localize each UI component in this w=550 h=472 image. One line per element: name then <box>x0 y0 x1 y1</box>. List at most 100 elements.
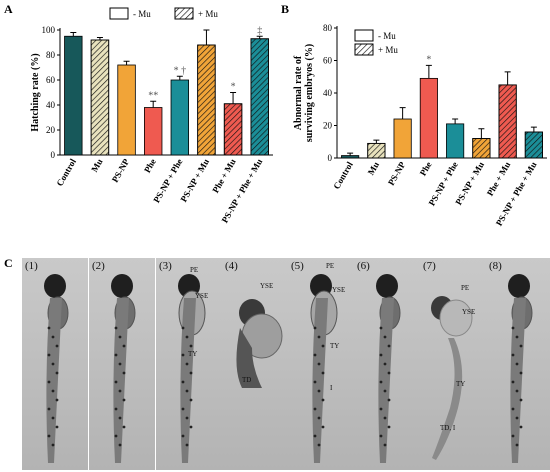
bar-hatch-8 <box>524 131 543 159</box>
melanophore <box>185 389 189 393</box>
melanophore <box>118 416 122 420</box>
y-tick-label: 40 <box>46 100 56 110</box>
larva-body <box>236 328 262 388</box>
y-tick-label: 60 <box>46 75 56 85</box>
larva-panel-8: (8) <box>486 258 550 470</box>
larva-illustration <box>376 274 401 463</box>
significance-mark: * <box>231 82 236 93</box>
panel-number-3: (3) <box>159 260 172 272</box>
melanophore <box>189 371 193 375</box>
melanophore <box>511 407 515 411</box>
melanophore <box>321 398 325 402</box>
melanophore <box>313 434 317 438</box>
y-tick-label: 40 <box>323 88 333 98</box>
annotation-ty: TY <box>330 342 340 350</box>
melanophore <box>189 398 193 402</box>
bar-4 <box>419 77 438 159</box>
bar-hatch-7 <box>498 84 517 159</box>
bar-hatch-7 <box>223 103 243 156</box>
melanophore <box>383 362 387 366</box>
melanophore <box>511 353 515 357</box>
y-tick-label: 100 <box>42 25 56 35</box>
annotation-pe: PE <box>461 284 470 292</box>
annotation-td: TD <box>242 376 252 384</box>
panel-b-letter: B <box>281 2 290 16</box>
melanophore <box>519 398 523 402</box>
category-label: Control <box>331 160 355 191</box>
larva-illustration <box>178 274 206 463</box>
melanophore <box>47 407 51 411</box>
melanophore <box>383 389 387 393</box>
annotation-td-i: TD, I <box>440 424 456 432</box>
melanophore <box>321 344 325 348</box>
significance-mark: * <box>426 54 431 65</box>
melanophore <box>181 326 185 330</box>
category-label: PS-NP <box>386 160 408 188</box>
y-tick-label: 80 <box>46 50 56 60</box>
panel-a-letter: A <box>4 2 13 16</box>
melanophore <box>51 335 55 339</box>
melanophore <box>47 326 51 330</box>
bar-hatch-8 <box>250 38 269 156</box>
legend-label-no-mu: - Mu <box>378 31 396 41</box>
legend-swatch-no-mu <box>109 7 129 20</box>
larva-body <box>113 298 129 463</box>
y-axis-label: surviving embryos (%) <box>304 44 315 142</box>
annotation-ty: TY <box>188 350 198 358</box>
melanophore <box>55 398 59 402</box>
category-label: Phe + Mu <box>210 157 237 195</box>
bar-1 <box>341 155 360 159</box>
y-tick-label: 80 <box>323 23 333 33</box>
significance-mark: ** <box>148 90 158 101</box>
melanophore <box>383 416 387 420</box>
larva-head <box>44 274 66 298</box>
melanophore <box>114 380 118 384</box>
legend-label-mu: + Mu <box>378 45 398 55</box>
larva-head <box>508 274 530 298</box>
annotation-pe: PE <box>190 266 199 274</box>
melanophore <box>317 416 321 420</box>
melanophore <box>515 362 519 366</box>
y-axis-label: Abnormal rate of <box>293 55 304 130</box>
legend-swatch-no-mu <box>354 29 374 42</box>
bar-3 <box>117 64 136 156</box>
melanophore <box>387 344 391 348</box>
annotation-yse: YSE <box>195 292 209 300</box>
chart-b-abnormal-rate: 0 20 40 60 80 Abnormal rate of surviving embry… <box>293 23 547 228</box>
larva-illustration <box>431 296 473 460</box>
melanophore <box>185 362 189 366</box>
category-label: Phe <box>418 160 434 178</box>
bar-1 <box>64 35 83 156</box>
larva-body <box>510 298 526 463</box>
panel-number-2: (2) <box>92 260 105 272</box>
melanophore <box>317 389 321 393</box>
panel-number-1: (1) <box>25 260 38 272</box>
melanophore <box>181 407 185 411</box>
larva-panel-5: (5) <box>288 258 354 470</box>
category-label: Control <box>54 157 78 188</box>
melanophore <box>321 425 325 429</box>
melanophore <box>387 371 391 375</box>
y-tick-label: 0 <box>51 150 56 160</box>
melanophore <box>51 416 55 420</box>
larva-illustration <box>111 274 136 463</box>
bar-5 <box>170 79 189 156</box>
bar-hatch-2 <box>90 39 110 156</box>
larva-body <box>378 298 394 463</box>
annotation-yse: YSE <box>260 282 274 290</box>
annotation-yse: YSE <box>332 286 346 294</box>
annotation-pe: PE <box>326 262 335 270</box>
melanophore <box>387 425 391 429</box>
melanophore <box>181 353 185 357</box>
larva-panel-2: (2) <box>89 258 155 470</box>
melanophore <box>185 416 189 420</box>
melanophore <box>379 353 383 357</box>
melanophore <box>51 362 55 366</box>
legend-label-mu: + Mu <box>198 9 218 19</box>
melanophore <box>379 434 383 438</box>
bar-hatch-6 <box>197 44 216 156</box>
legend-swatch-mu <box>354 43 374 56</box>
significance-mark: * † <box>174 65 187 76</box>
melanophore <box>118 443 122 447</box>
melanophore <box>383 335 387 339</box>
